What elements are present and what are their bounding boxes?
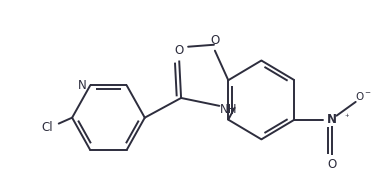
Text: O: O (174, 44, 184, 57)
Text: N: N (327, 113, 337, 126)
Text: Cl: Cl (41, 121, 53, 134)
Text: NH: NH (220, 103, 238, 116)
Text: O: O (327, 159, 336, 172)
Text: $^+$: $^+$ (343, 112, 350, 121)
Text: N: N (78, 79, 87, 92)
Text: O: O (210, 34, 219, 47)
Text: O$^-$: O$^-$ (355, 90, 372, 102)
